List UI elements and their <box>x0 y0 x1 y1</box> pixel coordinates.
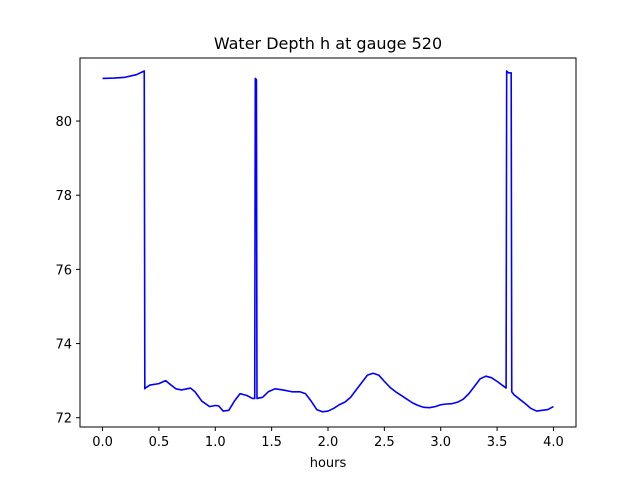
y-tick-label: 76 <box>55 263 72 278</box>
x-axis-ticks: 0.0 0.5 1.0 1.5 2.0 2.5 3.0 3.5 4.0 <box>92 427 564 450</box>
x-tick-label: 2.0 <box>318 435 339 450</box>
x-tick-label: 3.0 <box>430 435 451 450</box>
x-tick-label: 3.5 <box>487 435 508 450</box>
y-tick-label: 72 <box>55 412 72 427</box>
y-tick-label: 78 <box>55 189 72 204</box>
chart-title: Water Depth h at gauge 520 <box>214 34 442 53</box>
plot-area <box>102 70 554 413</box>
series-line-0 <box>102 70 554 413</box>
x-tick-label: 0.5 <box>149 435 170 450</box>
y-tick-label: 80 <box>55 115 72 130</box>
x-tick-label: 4.0 <box>543 435 564 450</box>
plot-frame <box>79 57 577 428</box>
x-tick-label: 2.5 <box>374 435 395 450</box>
x-tick-label: 1.5 <box>261 435 282 450</box>
y-tick-label: 74 <box>55 338 72 353</box>
x-axis-title: hours <box>310 456 347 471</box>
x-tick-label: 0.0 <box>92 435 113 450</box>
x-tick-label: 1.0 <box>205 435 226 450</box>
y-axis-ticks: 72 74 76 78 80 <box>55 115 80 427</box>
